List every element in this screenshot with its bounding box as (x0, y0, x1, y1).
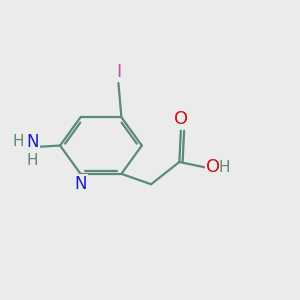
Text: H: H (26, 153, 38, 168)
Text: H: H (219, 160, 230, 175)
Text: O: O (174, 110, 188, 128)
Text: O: O (206, 158, 220, 176)
Text: N: N (74, 175, 87, 193)
Text: I: I (116, 63, 121, 81)
Text: H: H (13, 134, 24, 149)
Text: N: N (26, 133, 39, 151)
